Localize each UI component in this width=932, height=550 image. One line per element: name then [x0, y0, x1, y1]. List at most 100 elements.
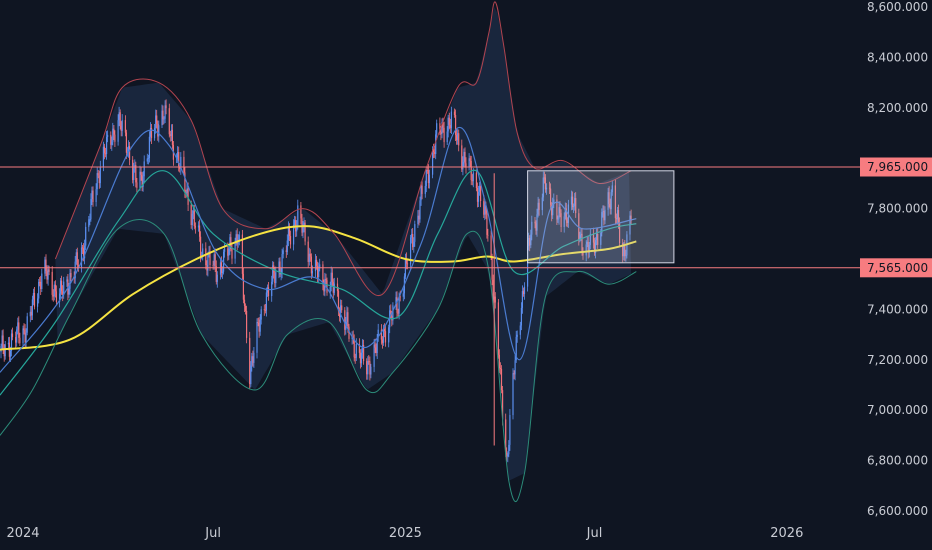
y-tick-label: 7,800.000 — [867, 202, 928, 216]
candle — [367, 356, 369, 380]
candle — [530, 229, 532, 249]
candle — [19, 332, 21, 346]
candle — [99, 160, 101, 188]
candle — [45, 254, 47, 277]
candle — [596, 228, 598, 246]
candle — [209, 245, 211, 271]
candle — [60, 278, 62, 299]
x-tick-label: 2026 — [770, 526, 803, 541]
candle — [464, 147, 466, 168]
candle — [330, 266, 332, 292]
candle — [449, 118, 451, 133]
candle — [275, 266, 277, 288]
candle — [384, 325, 387, 347]
candle — [582, 247, 584, 260]
price-axis[interactable]: 8,600.000 8,400.000 8,200.000 7,800.000 7,40… — [860, 0, 932, 518]
candle — [207, 251, 209, 277]
candle — [448, 112, 450, 130]
candle — [435, 130, 437, 160]
candle — [303, 217, 305, 233]
price-level-tag[interactable]: 7,565.000 — [860, 258, 932, 278]
candle — [199, 219, 201, 242]
candle — [442, 117, 444, 133]
candle — [16, 326, 18, 347]
candle — [37, 293, 39, 313]
candle — [439, 117, 441, 135]
y-tick-label: 7,400.000 — [867, 302, 928, 316]
candle — [259, 314, 261, 336]
candle — [516, 330, 518, 343]
candle — [304, 220, 306, 246]
time-axis[interactable]: 2024 Jul 2025 Jul 2026 — [6, 526, 803, 541]
candle — [62, 285, 64, 302]
candle — [272, 261, 274, 285]
candle — [458, 129, 460, 152]
candle — [453, 108, 456, 118]
candle — [147, 154, 149, 165]
candle — [587, 236, 589, 259]
candle — [194, 222, 196, 234]
candle — [359, 349, 362, 369]
candle — [89, 213, 91, 226]
candle — [455, 109, 457, 141]
candle — [33, 287, 36, 310]
price-level-tag-bg — [860, 258, 932, 278]
price-level-label: 7,565.000 — [867, 261, 928, 275]
candle — [161, 104, 163, 128]
candle — [560, 209, 562, 233]
candle — [250, 361, 252, 388]
candle — [88, 216, 90, 232]
candle — [146, 153, 148, 165]
candle — [325, 273, 327, 286]
candle — [405, 252, 407, 270]
candle — [427, 164, 429, 189]
candle — [243, 294, 246, 312]
bollinger-band-fill — [55, 7, 632, 481]
candle — [397, 308, 399, 317]
candle — [396, 291, 398, 319]
candle — [253, 347, 255, 368]
candle — [171, 124, 173, 149]
candle — [244, 303, 247, 315]
candle — [102, 141, 104, 172]
candle — [523, 282, 526, 300]
candle — [610, 189, 612, 215]
candle — [40, 275, 42, 295]
candle — [129, 142, 131, 166]
candle — [143, 155, 145, 183]
candle — [183, 150, 185, 176]
candle — [74, 256, 76, 284]
candle — [163, 116, 165, 125]
candle — [450, 106, 452, 134]
candle — [83, 243, 85, 262]
candle — [383, 323, 386, 338]
candle — [121, 114, 123, 137]
candle — [570, 190, 573, 211]
candle — [112, 122, 114, 146]
candle — [326, 277, 328, 296]
candle — [514, 355, 516, 381]
candle — [165, 99, 167, 115]
candle — [288, 223, 290, 241]
candle — [98, 170, 100, 189]
candle — [251, 352, 253, 372]
candle — [543, 171, 545, 184]
candle — [425, 167, 427, 193]
candle — [339, 307, 341, 322]
candle — [366, 358, 368, 380]
candle — [630, 209, 632, 226]
candle — [358, 338, 360, 359]
candle — [308, 247, 310, 266]
price-level-tag[interactable]: 7,965.000 — [860, 157, 932, 177]
candle — [307, 236, 309, 268]
candle — [619, 217, 621, 247]
candle — [263, 304, 265, 316]
range-box[interactable] — [527, 170, 675, 264]
candle — [180, 152, 182, 175]
candle — [602, 205, 604, 218]
candle — [70, 269, 72, 282]
candle — [52, 289, 54, 302]
candle — [375, 343, 377, 357]
candle — [242, 267, 244, 304]
